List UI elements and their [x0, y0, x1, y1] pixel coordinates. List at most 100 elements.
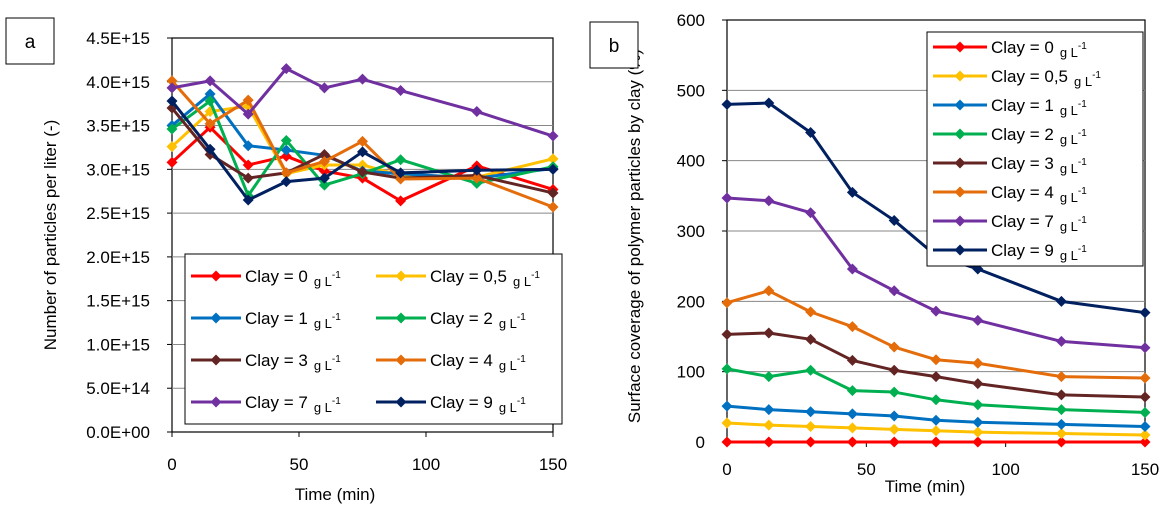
y-tick-label: 500: [677, 81, 705, 100]
legend-series-name: Clay = 3: [991, 154, 1054, 173]
data-point: [357, 166, 368, 178]
data-point: [547, 153, 559, 165]
legend-entry: Clay = 9 g L-1: [933, 241, 1087, 263]
data-point: [721, 98, 733, 110]
data-point: [357, 73, 368, 85]
legend-label: Clay = 9 g L-1: [430, 393, 526, 415]
data-point: [846, 354, 858, 366]
legend-entry: Clay = 0 g L-1: [933, 38, 1087, 60]
legend-label: Clay = 1 g L-1: [245, 309, 341, 331]
data-point: [204, 118, 216, 130]
legend-series-name: Clay = 9: [430, 393, 493, 412]
x-axis-label: Time (min): [885, 477, 966, 496]
data-point: [395, 154, 407, 166]
legend-entry: Clay = 0,5 g L-1: [376, 267, 540, 289]
data-point: [242, 172, 254, 184]
legend-unit-exponent: -1: [1078, 99, 1087, 110]
legend-series-name: Clay = 2: [430, 309, 493, 328]
legend-unit: g L: [314, 274, 332, 289]
legend-swatch-marker: [954, 244, 966, 256]
panel-label: a: [25, 32, 36, 53]
data-point: [166, 156, 178, 168]
data-point: [547, 187, 559, 199]
legend-unit: g L: [314, 358, 332, 373]
data-point: [1139, 342, 1151, 354]
legend-label: Clay = 4 g L-1: [991, 183, 1087, 205]
legend-series-name: Clay = 9: [991, 241, 1054, 260]
data-point: [1055, 335, 1067, 347]
legend-label: Clay = 4 g L-1: [430, 351, 526, 373]
data-point: [763, 404, 775, 416]
y-tick-label: 0.0E+00: [86, 423, 150, 442]
data-point: [763, 419, 775, 431]
legend-unit-exponent: -1: [517, 354, 526, 365]
data-point: [1139, 436, 1151, 448]
data-point: [972, 436, 984, 448]
legend-series-name: Clay = 7: [991, 212, 1054, 231]
data-point: [357, 159, 368, 171]
legend-entry: Clay = 2 g L-1: [933, 125, 1087, 147]
data-point: [805, 436, 817, 448]
data-point: [471, 106, 483, 118]
data-point: [1055, 436, 1067, 448]
legend-series-name: Clay = 0,5: [430, 267, 507, 286]
data-point: [242, 194, 254, 206]
data-point: [280, 144, 292, 156]
legend-box: [926, 31, 1144, 267]
series-6: [166, 63, 559, 142]
legend-swatch-marker: [210, 270, 222, 282]
data-point: [972, 399, 984, 411]
data-point: [972, 357, 984, 369]
y-tick-label: 2.5E+15: [86, 204, 150, 223]
legend-swatch-marker: [954, 215, 966, 227]
legend-entry: Clay = 1 g L-1: [933, 96, 1087, 118]
data-point: [547, 130, 559, 142]
data-point: [1139, 421, 1151, 433]
panel-label-box: [589, 21, 639, 69]
data-point: [1139, 429, 1151, 441]
legend-label: Clay = 2 g L-1: [991, 125, 1087, 147]
series-4: [721, 327, 1151, 403]
data-point: [721, 363, 733, 375]
legend-swatch-marker: [954, 41, 966, 53]
data-point: [395, 195, 407, 207]
legend-swatch-marker: [210, 312, 222, 324]
data-point: [763, 97, 775, 109]
legend-entry: Clay = 0,5 g L-1: [933, 67, 1101, 89]
y-tick-label: 4.0E+15: [86, 73, 150, 92]
legend-unit: g L: [1060, 45, 1078, 60]
data-point: [846, 186, 858, 198]
legend-swatch-marker: [954, 99, 966, 111]
series-5: [721, 285, 1151, 384]
data-point: [888, 410, 900, 422]
legend-unit-exponent: -1: [1078, 128, 1087, 139]
data-point: [888, 341, 900, 353]
y-tick-label: 200: [677, 292, 705, 311]
data-point: [318, 155, 330, 167]
data-point: [318, 82, 330, 94]
legend-label: Clay = 7 g L-1: [991, 212, 1087, 234]
legend-swatch-marker: [395, 270, 407, 282]
legend-series-name: Clay = 0: [991, 38, 1054, 57]
y-tick-label: 2.0E+15: [86, 248, 150, 267]
legend-series-name: Clay = 1: [245, 309, 308, 328]
data-point: [395, 85, 407, 97]
legend-unit-exponent: -1: [332, 354, 341, 365]
legend-series-name: Clay = 0,5: [991, 67, 1068, 86]
legend-unit-exponent: -1: [332, 396, 341, 407]
data-point: [721, 436, 733, 448]
data-point: [972, 378, 984, 390]
data-point: [1139, 391, 1151, 403]
data-point: [1139, 307, 1151, 319]
data-point: [805, 207, 817, 219]
series-7: [166, 95, 559, 206]
data-point: [805, 421, 817, 433]
legend-unit: g L: [1060, 190, 1078, 205]
chart-panel-a: 0.0E+00 5.0E+14 1.0E+15 1.5E+15 2.0E+15 2.5E+…: [5, 17, 567, 504]
data-point: [846, 263, 858, 275]
data-point: [318, 148, 330, 160]
legend-unit-exponent: -1: [517, 396, 526, 407]
legend-unit-exponent: -1: [1078, 186, 1087, 197]
